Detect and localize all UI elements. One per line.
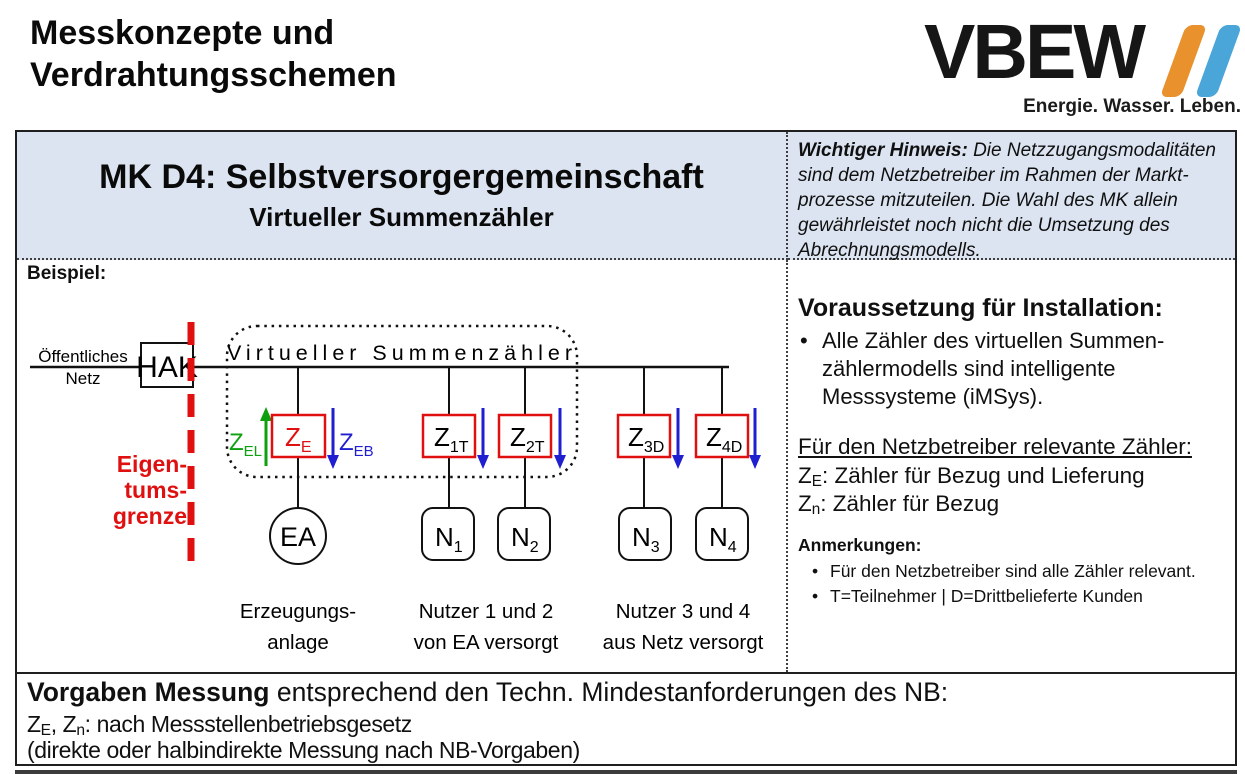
load-box-n4 (695, 507, 749, 561)
requirements-bullet-text: Alle Zähler des virtuellen Summen- zähle… (822, 328, 1165, 409)
meter-box-z1t (421, 413, 477, 459)
consumption-arrowhead-ze-icon (327, 455, 339, 469)
virtual-meter-title: Virtueller Summenzähler (227, 341, 577, 365)
next-section-top-edge (15, 770, 1237, 774)
meter-label-zel: ZEL (229, 429, 262, 460)
load-label-n4: N4 (709, 522, 737, 556)
meter-label-z2t: Z2T (510, 422, 545, 456)
relevant-meter-ze: ZE: Zähler für Bezug und Lieferung (798, 463, 1145, 490)
vbew-logo: VBEW Energie. Wasser. Leben. (900, 8, 1245, 120)
caption-users12-line1: Nutzer 1 und 2 (419, 600, 553, 623)
measurement-requirements-line3: (direkte oder halbindirekte Messung nach… (27, 737, 580, 763)
relevant-meter-zn: Zn: Zähler für Bezug (798, 491, 1000, 518)
measurement-requirements-line1: Vorgaben Messung entsprechend den Techn.… (27, 677, 949, 707)
note-item: • T=Teilnehmer | D=Drittbelieferte Kunde… (812, 586, 1143, 607)
caption-users34-line2: aus Netz versorgt (603, 631, 764, 654)
concept-subtitle: Virtueller Summenzähler (249, 201, 554, 232)
note-item: • Für den Netzbetreiber sind alle Zähler… (812, 561, 1196, 582)
load-box-n3 (618, 507, 672, 561)
load-label-n3: N3 (632, 522, 660, 556)
generation-arrowhead-icon (260, 407, 272, 421)
relevant-meters-title: Für den Netzbetreiber relevante Zähler: (798, 434, 1192, 459)
meter-label-z3d: Z3D (628, 422, 664, 456)
important-note-text: Die Netzzugangsmodalitäten sind dem Netz… (798, 140, 1216, 261)
public-grid-label-line2: Netz (66, 369, 101, 388)
meter-label-zeb: ZEB (339, 429, 374, 460)
meter-label-z1t: Z1T (434, 422, 469, 456)
boundary-label-line2: tums- (124, 477, 187, 503)
load-box-n2 (497, 507, 551, 561)
boundary-label-line3: grenze (113, 503, 187, 529)
example-label: Beispiel: (27, 263, 107, 284)
generator-label: EA (280, 522, 316, 552)
hak-box (140, 342, 194, 388)
public-grid-label-line1: Öffentliches (38, 347, 127, 366)
requirements-bullet: • Alle Zähler des virtuellen Summen- zäh… (800, 327, 1164, 411)
note-text: T=Teilnehmer | D=Drittbelieferte Kunden (830, 586, 1143, 606)
measurement-requirements-panel: Vorgaben Messung entsprechend den Techn.… (17, 672, 1235, 764)
caption-generation-line2: anlage (267, 631, 329, 654)
measurement-requirements-line2: ZE, Zn: nach Messstellenbetriebsgesetz (27, 711, 412, 739)
generator-circle (269, 507, 327, 565)
document-title: Messkonzepte und Verdrahtungsschemen (30, 14, 397, 94)
meter-box-ze (270, 413, 327, 459)
important-note-box: Wichtiger Hinweis: Die Netzzugangsmodali… (788, 132, 1235, 261)
load-box-n1 (421, 507, 475, 561)
caption-users34-line1: Nutzer 3 und 4 (616, 600, 750, 623)
meter-label-z4d: Z4D (706, 422, 742, 456)
wiring-diagram-panel: Beispiel: Öffentliches Netz HAK (17, 260, 788, 672)
installation-info-panel: Voraussetzung für Installation: • Alle Z… (788, 260, 1235, 672)
consumption-arrowhead-z4d-icon (749, 455, 761, 469)
concept-header: MK D4: Selbstversorgergemeinschaft Virtu… (17, 132, 788, 260)
meter-box-z4d (694, 413, 750, 459)
load-label-n2: N2 (511, 522, 539, 556)
meter-label-ze: ZE (285, 422, 312, 456)
bullet-icon: • (812, 586, 819, 606)
important-note-label: Wichtiger Hinweis: (798, 140, 968, 161)
consumption-arrowhead-z1t-icon (477, 455, 489, 469)
boundary-label-line1: Eigen- (117, 451, 187, 477)
caption-users12-line2: von EA versorgt (414, 631, 559, 654)
wiring-diagram: Öffentliches Netz HAK Eigen- tums- grenz… (30, 322, 764, 654)
caption-generation-line1: Erzeugungs- (240, 600, 356, 623)
requirements-title: Voraussetzung für Installation: (798, 294, 1163, 322)
bullet-icon: • (800, 328, 808, 353)
vbew-logo-text: VBEW (924, 9, 1146, 95)
note-text: Für den Netzbetreiber sind alle Zähler r… (830, 561, 1196, 581)
meter-box-z2t (497, 413, 553, 459)
concept-title: MK D4: Selbstversorgergemeinschaft (99, 157, 704, 196)
notes-title: Anmerkungen: (798, 535, 922, 555)
consumption-arrowhead-z3d-icon (672, 455, 684, 469)
bullet-icon: • (812, 561, 819, 581)
meter-box-z3d (616, 413, 672, 459)
logo-tagline: Energie. Wasser. Leben. (1023, 96, 1241, 117)
concept-sheet-frame: MK D4: Selbstversorgergemeinschaft Virtu… (15, 130, 1237, 766)
load-label-n1: N1 (435, 522, 463, 556)
consumption-arrowhead-z2t-icon (554, 455, 566, 469)
